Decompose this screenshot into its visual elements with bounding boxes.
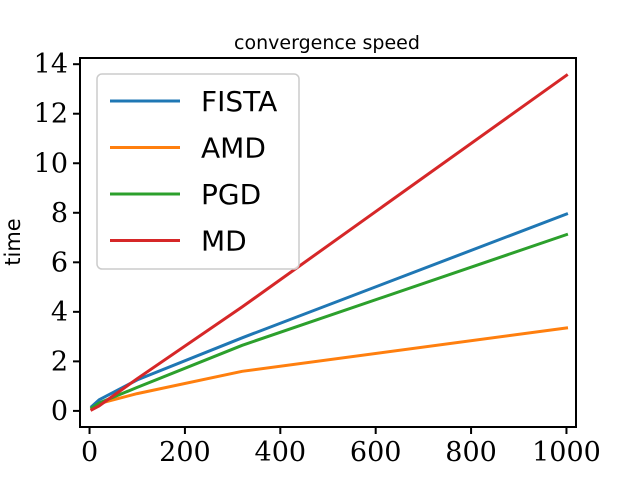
series-line-pgd	[89, 232, 569, 410]
chart-title: convergence speed	[234, 32, 420, 54]
y-axis-label: time	[1, 218, 25, 265]
legend-label-pgd: PGD	[201, 178, 261, 211]
legend-label-md: MD	[201, 225, 247, 258]
y-tick-label: 10	[34, 148, 68, 179]
y-tick-label: 6	[51, 247, 68, 278]
x-tick-label: 1000	[532, 437, 601, 468]
legend-label-amd: AMD	[201, 132, 266, 165]
axes-layer: 0 200 400 600 800 1000 0 2 4 6 8 10 12 14	[34, 49, 601, 468]
y-tick-label: 2	[51, 346, 68, 377]
legend: FISTA AMD PGD MD	[96, 73, 300, 270]
legend-box	[96, 73, 300, 270]
y-tick-label: 0	[51, 396, 68, 427]
y-tick-label: 8	[51, 198, 68, 229]
x-tick-label: 200	[159, 437, 211, 468]
x-tick-label: 400	[255, 437, 307, 468]
y-tick-label: 4	[51, 297, 68, 328]
series-layer	[89, 73, 569, 412]
x-tick-label: 800	[445, 437, 497, 468]
y-tick-label: 12	[34, 99, 68, 130]
series-line-md	[89, 73, 569, 412]
x-tick-label: 0	[81, 437, 98, 468]
plot-frame	[79, 57, 577, 428]
x-tick-label: 600	[350, 437, 402, 468]
y-tick-label: 14	[34, 49, 68, 80]
legend-label-fista: FISTA	[201, 85, 277, 118]
